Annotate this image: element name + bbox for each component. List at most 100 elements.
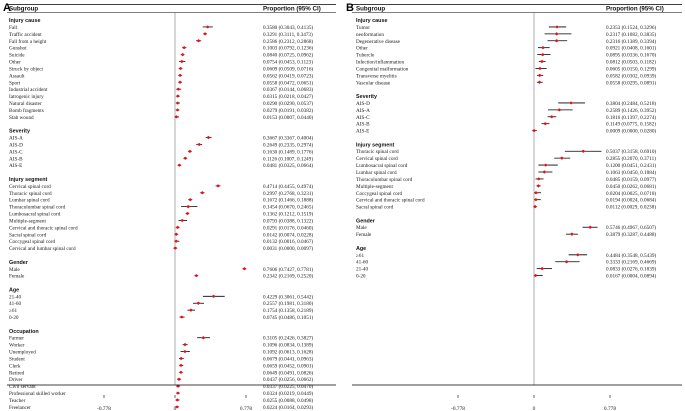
point-estimate-marker [537, 80, 542, 84]
row-estimate-text: 0.0558 (0.0472, 0.0651) [263, 79, 313, 86]
row-label: Thoracic spinal cord [9, 191, 52, 197]
row-estimate-text: 0.0153 (0.0007, 0.0440) [263, 114, 313, 121]
point-estimate-marker [173, 246, 178, 250]
point-estimate-marker [175, 384, 181, 388]
point-estimate-marker [196, 301, 201, 305]
point-estimate-marker [557, 108, 562, 112]
row-label: AIS-E [356, 129, 369, 135]
group-heading: Injury cause [9, 18, 40, 24]
row-estimate-text: 0.0291 (0.0176, 0.0460) [263, 224, 313, 231]
row-label: 41-60 [9, 301, 22, 307]
row-estimate-text: 0.3667 (0.3367, 0.4004) [263, 135, 313, 142]
point-estimate-marker [175, 391, 181, 395]
point-estimate-marker [200, 191, 205, 195]
row-estimate-text: 0.3333 (0.2169, 0.4669) [606, 259, 656, 266]
row-label: Farmer [9, 336, 24, 342]
panel-label: B [346, 2, 354, 14]
row-estimate-text: 0.0290 (0.0290, 0.0537) [263, 100, 313, 107]
point-estimate-marker [175, 94, 181, 98]
row-label: Sport [9, 80, 21, 86]
row-label: Multiple-segment [356, 184, 393, 190]
row-estimate-text: 0.1003 (0.0792, 0.1236) [263, 45, 313, 52]
row-estimate-text: 0.1672 (0.1466, 0.1888) [263, 197, 313, 204]
point-estimate-marker [206, 135, 211, 140]
row-label: Tumor [356, 25, 370, 31]
group-heading: Injury segment [356, 142, 395, 148]
row-label: Student [9, 356, 25, 362]
row-estimate-text: 0.0562 (0.0419, 0.0723) [263, 72, 313, 79]
point-estimate-marker [176, 377, 182, 381]
point-estimate-marker [178, 370, 184, 374]
axis-tick-label: 0.778 [604, 406, 616, 411]
group-heading: Severity [356, 94, 377, 100]
row-label: Natural disaster [9, 101, 42, 107]
group-heading: Severity [9, 129, 30, 135]
row-estimate-text: 0.1063 (0.0450, 0.1884) [606, 169, 656, 176]
row-estimate-text: 0.7606 (0.7427, 0.7781) [263, 266, 313, 273]
point-estimate-marker [542, 170, 547, 174]
row-estimate-text: 0.1096 (0.0834, 0.1389) [263, 342, 313, 349]
row-estimate-text: 0.0605 (0.0150, 0.1299) [606, 65, 656, 72]
point-estimate-marker [215, 184, 221, 188]
panel-label: A [3, 2, 11, 14]
row-estimate-text: 0.0112 (0.0029, 0.0238) [606, 204, 656, 211]
row-label: AIS-A [356, 108, 370, 114]
row-estimate-text: 0.0194 (0.0024, 0.0684) [606, 197, 656, 204]
row-estimate-text: 0.2649 (0.2335, 0.2974) [263, 141, 313, 148]
row-label: Stab wound [9, 115, 34, 121]
row-label: Multiple-segment [9, 218, 46, 224]
point-estimate-marker [182, 343, 188, 347]
point-estimate-marker [581, 149, 586, 153]
point-estimate-marker [187, 149, 193, 153]
row-estimate-text: 0.0167 (0.0004, 0.0894) [606, 273, 656, 280]
point-estimate-marker [174, 115, 179, 119]
point-estimate-marker [569, 232, 575, 236]
row-estimate-text: 0.0315 (0.0218, 0.0427) [263, 93, 313, 100]
point-estimate-marker [531, 129, 537, 133]
row-label: Cervical and lumbar spinal cord [9, 246, 76, 252]
axis-tick-label: 0 [533, 406, 536, 411]
row-label: Thoracic spinal cord [356, 149, 399, 155]
row-label: AIS-C [356, 115, 370, 121]
row-estimate-text: 0.0833 (0.0276, 0.1839) [606, 266, 656, 273]
row-estimate-text: 0.2997 (0.2768, 0.3231) [263, 190, 313, 197]
point-estimate-marker [211, 294, 216, 298]
row-label: Professional skilled worker [9, 390, 66, 397]
row-estimate-text: 0.2855 (0.2070, 0.3711) [606, 155, 656, 162]
point-estimate-marker [202, 32, 208, 36]
row-estimate-text: 0.2342 (0.2169, 0.2520) [263, 273, 313, 280]
point-estimate-marker [549, 115, 554, 119]
row-estimate-text: 0.0481 (0.0325, 0.0664) [263, 162, 313, 169]
row-label: Male [9, 267, 20, 273]
row-label: Fall [9, 25, 18, 31]
row-label: Sacral spinal cord [356, 205, 394, 211]
point-estimate-marker [564, 260, 569, 264]
point-estimate-marker [533, 273, 538, 278]
row-label: Gunshot [9, 46, 27, 52]
point-estimate-marker [175, 108, 180, 112]
point-estimate-marker [242, 267, 247, 271]
row-label: Degenerative disease [356, 39, 401, 45]
header-subgroup: Subgroup [9, 6, 38, 13]
row-estimate-text: 0.2589 (0.1426, 0.3952) [606, 107, 656, 114]
row-estimate-text: 0.0450 (0.0262, 0.0681) [606, 183, 656, 190]
row-estimate-text: 0.2586 (0.2312, 0.2868) [263, 38, 313, 45]
row-estimate-text: 0.4229 (0.3061, 0.5442) [263, 293, 313, 300]
point-estimate-marker [178, 66, 183, 71]
row-label: AIS-E [9, 163, 22, 169]
point-estimate-marker [178, 356, 184, 361]
row-label: Unemployed [9, 350, 36, 356]
row-label: Cervical spinal cord [9, 184, 51, 190]
row-estimate-text: 0.1454 (0.0670, 0.2465) [263, 204, 313, 211]
row-estimate-text: 0.1362 (0.1212, 0.1519) [263, 211, 313, 218]
row-label: Congenital malformation [356, 65, 409, 72]
point-estimate-marker [539, 267, 545, 271]
row-label: Tubercle [356, 53, 375, 59]
row-label: Civil servant [9, 384, 36, 390]
row-label: ≥61 [356, 253, 364, 259]
row-label: Lumbar spinal cord [9, 198, 50, 204]
group-heading: Injury cause [356, 18, 387, 24]
point-estimate-marker [568, 101, 574, 105]
point-estimate-marker [174, 232, 179, 236]
